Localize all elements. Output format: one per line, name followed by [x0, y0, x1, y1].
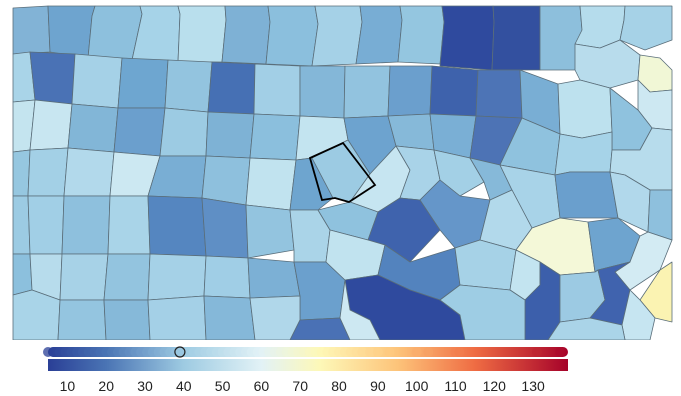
county[interactable] [12, 5, 51, 55]
county[interactable] [439, 5, 495, 71]
legend-tick-label: 80 [331, 378, 347, 394]
legend-tick-label: 60 [254, 378, 270, 394]
county[interactable] [249, 113, 301, 161]
county[interactable] [491, 5, 541, 71]
county[interactable] [343, 65, 391, 119]
legend-tick-label: 90 [370, 378, 386, 394]
legend-tick-label: 20 [98, 378, 114, 394]
legend-tick-label: 100 [405, 378, 429, 394]
county[interactable] [103, 253, 151, 301]
county-regions [12, 5, 673, 340]
color-scale-legend: 10 20 30 40 50 60 70 80 90 100 110 120 130 [43, 346, 568, 394]
county[interactable] [117, 57, 169, 109]
county[interactable] [245, 204, 295, 259]
county[interactable] [547, 317, 626, 340]
legend-tick-label: 50 [215, 378, 231, 394]
county[interactable] [177, 5, 227, 63]
county[interactable] [203, 295, 256, 340]
legend-county-dot [384, 347, 395, 357]
county[interactable] [71, 53, 123, 109]
county[interactable] [63, 147, 115, 197]
county[interactable] [67, 103, 119, 153]
selected-county-outline[interactable] [308, 141, 377, 203]
legend-county-dot [372, 347, 383, 357]
county[interactable] [619, 5, 673, 51]
county[interactable] [203, 255, 251, 299]
legend-county-dot [357, 347, 368, 357]
legend-county-dot [411, 347, 422, 357]
county[interactable] [454, 239, 517, 291]
legend-ticks: 10 20 30 40 50 60 70 80 90 100 110 120 130 [60, 378, 545, 394]
county[interactable] [12, 253, 33, 296]
county[interactable] [311, 5, 363, 67]
county[interactable] [397, 5, 445, 65]
county[interactable] [164, 59, 213, 113]
county[interactable] [27, 147, 69, 197]
county[interactable] [247, 257, 301, 299]
county[interactable] [439, 284, 526, 340]
county[interactable] [265, 5, 319, 67]
legend-tick-label: 130 [521, 378, 545, 394]
county[interactable] [554, 171, 619, 219]
county[interactable] [207, 61, 256, 115]
county[interactable] [107, 195, 151, 255]
legend-color-bar [48, 359, 568, 371]
county[interactable] [339, 279, 381, 340]
county[interactable] [355, 5, 403, 65]
county[interactable] [29, 51, 76, 105]
county-choropleth-map [12, 5, 673, 340]
county[interactable] [57, 299, 107, 340]
county[interactable] [29, 99, 73, 151]
legend-county-dot [532, 347, 542, 357]
county[interactable] [647, 189, 673, 241]
county[interactable] [554, 131, 613, 176]
county[interactable] [299, 65, 346, 119]
county[interactable] [253, 63, 301, 117]
county[interactable] [59, 253, 109, 301]
legend-tick-label: 40 [176, 378, 192, 394]
county[interactable] [113, 107, 166, 157]
legend-dots [43, 347, 566, 357]
legend-tick-label: 120 [483, 378, 507, 394]
county[interactable] [201, 197, 249, 259]
county[interactable] [12, 149, 31, 197]
county[interactable] [47, 5, 96, 59]
county[interactable] [249, 295, 301, 340]
legend-county-dot [555, 347, 566, 357]
legend-tick-label: 30 [137, 378, 153, 394]
county[interactable] [205, 111, 255, 159]
county[interactable] [147, 195, 207, 257]
legend-tick-label: 110 [444, 378, 467, 394]
county[interactable] [574, 39, 641, 89]
county[interactable] [27, 195, 65, 255]
legend-tick-label: 70 [292, 378, 308, 394]
legend-tick-label: 10 [60, 378, 76, 394]
county[interactable] [201, 155, 251, 206]
county[interactable] [433, 149, 485, 197]
county[interactable] [12, 195, 31, 255]
county[interactable] [147, 253, 207, 301]
county[interactable] [557, 79, 613, 139]
county[interactable] [387, 65, 433, 117]
county[interactable] [429, 65, 479, 117]
county[interactable] [289, 317, 351, 340]
legend-county-dot [365, 347, 376, 357]
county[interactable] [221, 5, 271, 65]
highlighted-county-marker [174, 346, 186, 358]
county[interactable] [639, 261, 673, 323]
county[interactable] [12, 289, 61, 340]
county[interactable] [61, 195, 111, 255]
legend-county-dot [454, 347, 465, 357]
county[interactable] [475, 69, 523, 119]
county[interactable] [245, 157, 297, 211]
county[interactable] [159, 107, 209, 157]
county[interactable] [147, 295, 207, 340]
county[interactable] [103, 299, 151, 340]
legend-county-dot [423, 347, 434, 357]
